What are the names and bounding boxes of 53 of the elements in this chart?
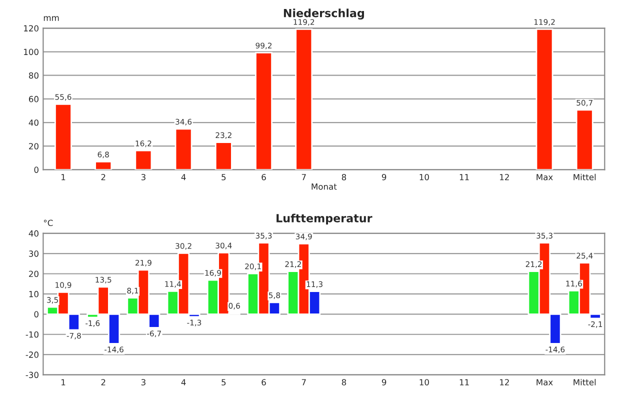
y-tick-label: 40	[28, 230, 38, 237]
x-tick-label: 4	[181, 174, 186, 180]
y-axis-title: °C	[44, 220, 53, 226]
y-tick-label: -10	[26, 331, 38, 338]
x-tick-label: 10	[420, 174, 429, 180]
chart-title: Niederschlag	[284, 8, 364, 20]
x-tick-label: Max	[536, 174, 553, 180]
y-tick-label: 30	[29, 250, 38, 257]
x-tick-label: Mittel	[574, 174, 596, 180]
x-tick-label: 12	[500, 379, 509, 386]
y-tick-label: 20	[29, 143, 38, 150]
x-tick-label: 3	[141, 174, 146, 180]
x-tick-label: 3	[141, 379, 146, 386]
y-tick-label: 100	[24, 48, 38, 56]
x-tick-label: 1	[62, 379, 66, 386]
y-tick-label: 20	[29, 270, 38, 278]
x-tick-label: 9	[382, 379, 386, 386]
y-tick-label: 10	[29, 290, 38, 298]
bar	[94, 160, 112, 170]
x-tick-label: 8	[342, 379, 346, 386]
x-tick-label: 9	[382, 174, 386, 180]
y-tick-label: 60	[29, 96, 38, 102]
x-tick-label: Max	[536, 379, 553, 386]
x-tick-label: 12	[500, 174, 509, 180]
x-axis-title: Monat	[312, 184, 337, 190]
x-tick-label: 8	[342, 174, 346, 180]
y-tick-label: 120	[24, 25, 38, 32]
x-tick-label: 6	[262, 379, 266, 386]
x-tick-label: 2	[101, 379, 106, 386]
bar	[295, 28, 313, 170]
x-tick-label: 10	[420, 379, 429, 386]
x-tick-label: 4	[181, 379, 186, 386]
x-tick-label: 2	[101, 174, 106, 180]
x-tick-label: 7	[302, 379, 306, 386]
y-tick-label: 0	[34, 311, 38, 318]
bar	[214, 142, 232, 170]
x-tick-label: 1	[62, 174, 66, 180]
x-tick-label: 5	[222, 379, 226, 386]
y-tick-label: -20	[26, 352, 38, 358]
bar	[536, 28, 554, 170]
x-tick-label: 11	[460, 379, 469, 386]
y-tick-label: 0	[34, 166, 38, 173]
bar	[255, 52, 272, 170]
x-tick-label: 7	[302, 174, 306, 180]
y-tick-label: -30	[26, 372, 38, 378]
x-tick-label: 11	[460, 174, 469, 180]
x-tick-label: 5	[222, 174, 226, 180]
y-tick-label: 40	[28, 120, 38, 126]
x-tick-label: 6	[262, 174, 266, 180]
chart-title: Lufttemperatur	[276, 214, 372, 225]
y-axis-title: mm	[44, 16, 59, 21]
y-tick-label: 80	[28, 72, 38, 79]
x-tick-label: Mittel	[574, 378, 596, 386]
